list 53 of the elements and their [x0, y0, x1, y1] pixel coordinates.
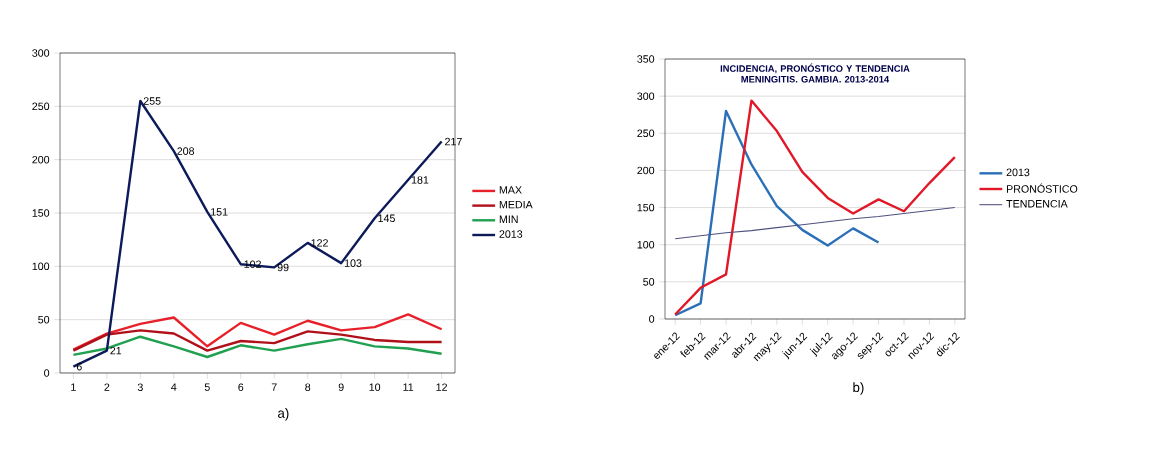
legend-label: 2013 [499, 230, 523, 238]
y-tick-label: 300 [32, 49, 50, 57]
y-tick-label: 350 [637, 55, 655, 63]
data-label: 145 [378, 214, 395, 223]
legend-label: TENDENCIA [1006, 199, 1068, 208]
y-tick-label: 300 [637, 92, 655, 100]
legend-label: 2013 [1006, 168, 1030, 177]
line-series [673, 109, 880, 317]
data-label: 6 [76, 362, 82, 371]
line-series [674, 207, 956, 240]
y-tick-label: 150 [32, 209, 50, 217]
y-tick-label: 0 [649, 315, 655, 323]
y-tick-label: 50 [38, 315, 50, 324]
x-tick-label: 12 [436, 383, 448, 391]
y-tick-label: 200 [32, 155, 50, 164]
x-tick-label: 6 [238, 383, 244, 391]
legend-label: MAX [499, 186, 522, 194]
text: INCIDENCIA, PRONÓSTICO Y TENDENCIA MENINGITIS. GAMBIA. 2013-2014 [720, 63, 910, 83]
legend-label: MEDIA [499, 200, 533, 209]
legend-label: MIN [499, 215, 518, 223]
x-tick-label: 4 [171, 383, 177, 391]
y-tick-label: 100 [32, 262, 50, 271]
data-label: 151 [211, 208, 228, 216]
y-tick-label: 250 [32, 102, 50, 111]
x-tick-label: 2 [104, 383, 110, 391]
data-label: 255 [143, 97, 161, 105]
data-label: 122 [311, 239, 328, 247]
text: a) [278, 408, 289, 421]
x-tick-label: 9 [338, 383, 344, 391]
legend-label: PRONÓSTICO [1006, 183, 1078, 193]
x-tick-label: 1 [71, 383, 76, 391]
data-label: 102 [244, 260, 261, 268]
data-label: 217 [445, 137, 462, 146]
y-tick-label: 150 [637, 203, 655, 212]
x-tick-label: 5 [204, 383, 210, 391]
y-tick-label: 250 [637, 129, 655, 138]
y-tick-label: 50 [643, 278, 655, 286]
data-label: 103 [344, 259, 362, 267]
data-label: 181 [411, 176, 429, 184]
y-tick-label: 100 [637, 240, 655, 249]
x-tick-label: 10 [369, 383, 381, 391]
line-series [673, 99, 957, 316]
y-tick-label: 0 [44, 369, 50, 377]
data-label: 99 [277, 263, 289, 272]
x-tick-label: 7 [271, 383, 277, 391]
data-label: 208 [177, 147, 195, 155]
y-tick-label: 200 [637, 166, 655, 175]
line-series [72, 335, 443, 359]
text: b) [853, 382, 864, 395]
x-tick-label: 3 [137, 383, 143, 391]
x-tick-label: 11 [403, 383, 414, 391]
x-tick-label: 8 [305, 383, 311, 391]
data-label: 21 [110, 346, 122, 355]
